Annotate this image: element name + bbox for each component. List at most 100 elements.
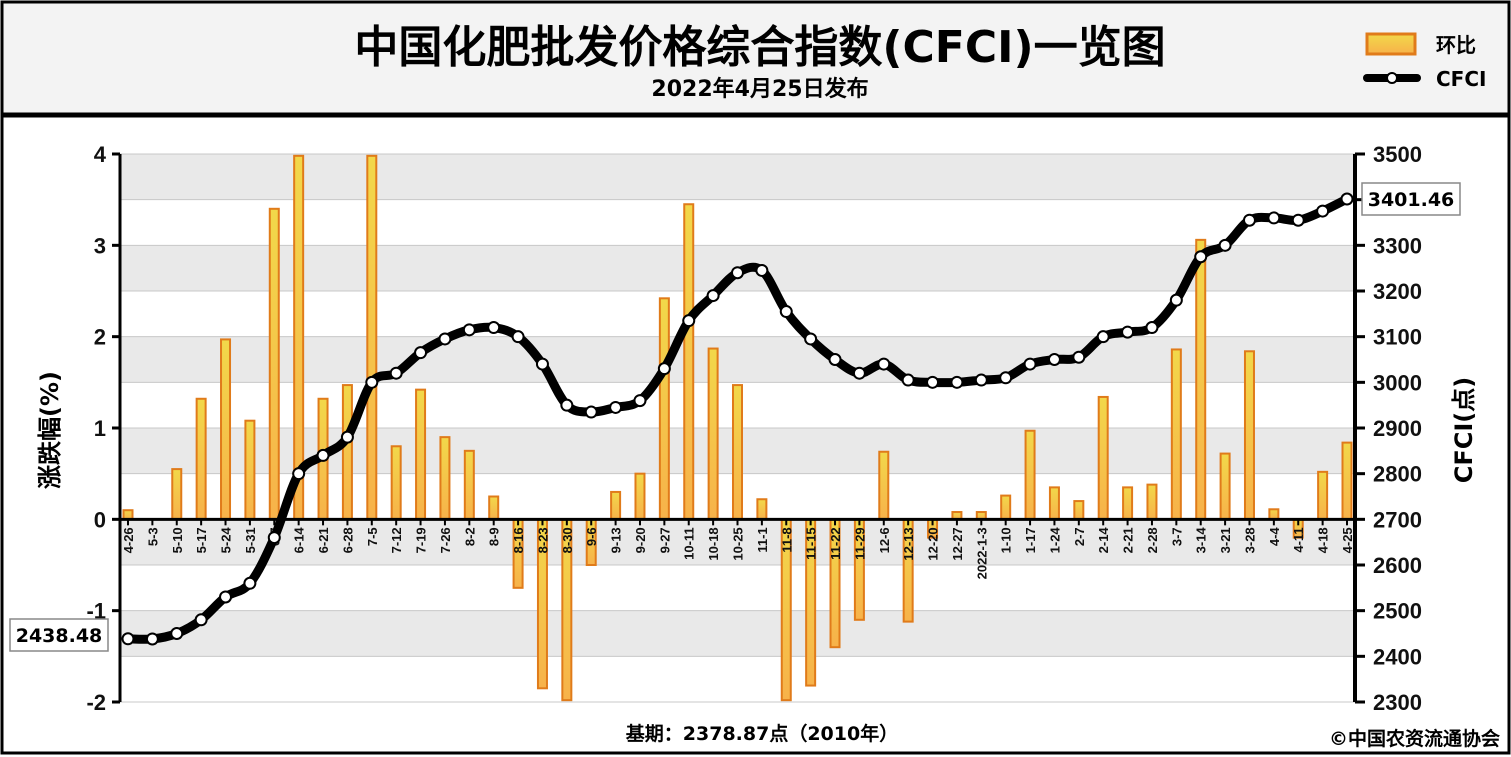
legend-line-label: CFCI	[1436, 67, 1486, 91]
cfci-point-2-21	[1121, 325, 1135, 339]
cfci-point-3-21	[1218, 238, 1232, 252]
legend-bar-label: 环比	[1436, 33, 1476, 57]
bar-3-14	[1195, 238, 1207, 521]
cfci-point-8-9	[487, 321, 501, 335]
bar-12-6	[878, 450, 890, 521]
grid-band	[120, 154, 1355, 200]
bar-4-18	[1317, 470, 1329, 521]
bar-2-21	[1122, 486, 1134, 521]
cfci-point-6-28	[340, 430, 354, 444]
bar-6-7	[268, 207, 280, 521]
cfci-point-6-21	[316, 448, 330, 462]
cfci-point-7-5	[365, 375, 379, 389]
y-left-tick-label: 0	[94, 507, 106, 532]
cfci-point-4-25	[1340, 192, 1354, 206]
y-right-tick-label: 2700	[1373, 507, 1422, 532]
cfci-point-3-7	[1169, 293, 1183, 307]
x-tick-label: 3-7	[1169, 527, 1184, 546]
y-axis-left-label: 涨跌幅(%)	[36, 371, 64, 489]
header-panel	[0, 0, 1511, 116]
bar-8-2	[463, 449, 475, 521]
bar-5-17	[195, 397, 207, 521]
y-right-tick-label: 2400	[1373, 644, 1422, 669]
y-right-tick-label: 2800	[1373, 462, 1422, 487]
bar-11-1	[756, 498, 768, 521]
x-tick-label: 6-28	[340, 527, 355, 553]
cfci-point-10-18	[706, 289, 720, 303]
cfci-point-12-20	[926, 375, 940, 389]
x-tick-label: 6-21	[316, 527, 331, 553]
bar-9-20	[634, 472, 646, 521]
x-tick-label: 2-28	[1145, 527, 1160, 553]
cfci-point-3-28	[1242, 213, 1256, 227]
x-tick-label: 1-10	[999, 527, 1014, 553]
cfci-point-7-12	[389, 366, 403, 380]
cfci-point-8-23	[535, 357, 549, 371]
end-value-callout: 3401.46	[1361, 182, 1461, 216]
x-tick-label: 6-14	[292, 527, 307, 554]
x-tick-label: 3-28	[1242, 527, 1257, 553]
bar-9-27	[658, 297, 670, 521]
x-tick-label: 9-27	[657, 527, 672, 553]
bar-3-7	[1170, 348, 1182, 521]
x-tick-label: 12-13	[901, 527, 916, 560]
x-tick-label: 7-19	[414, 527, 429, 553]
x-tick-label: 12-27	[950, 527, 965, 560]
x-tick-label: 10-25	[731, 527, 746, 560]
bar-4-4	[1268, 508, 1280, 521]
y-right-tick-label: 3000	[1373, 370, 1422, 395]
cfci-point-2-28	[1145, 321, 1159, 335]
x-tick-label: 5-10	[170, 527, 185, 553]
y-left-tick-label: 2	[94, 325, 106, 350]
x-tick-label: 2-21	[1121, 527, 1136, 553]
cfci-point-7-19	[414, 346, 428, 360]
x-tick-labels: 4-265-35-105-175-245-316-76-146-216-287-…	[121, 527, 1355, 580]
cfci-point-2-7	[1072, 350, 1086, 364]
cfci-point-10-25	[731, 266, 744, 280]
bar-8-9	[488, 495, 500, 521]
x-tick-label: 5-17	[194, 527, 209, 553]
cfci-point-11-29	[852, 366, 866, 380]
bar-4-25	[1341, 441, 1353, 521]
bar-2-7	[1073, 500, 1085, 521]
cfci-point-4-18	[1316, 204, 1330, 218]
bar-5-31	[244, 419, 256, 521]
grid-band	[120, 336, 1355, 383]
base-period-note: 基期：2378.87点（2010年）	[625, 722, 898, 745]
bar-1-24	[1048, 486, 1060, 521]
cfci-point-11-22	[828, 353, 842, 366]
cfci-point-6-14	[292, 467, 306, 481]
cfci-point-5-10	[170, 627, 184, 640]
cfci-point-1-10	[999, 371, 1013, 385]
bar-9-13	[610, 490, 622, 521]
x-tick-label: 8-16	[511, 527, 526, 553]
cfci-point-2-14	[1096, 330, 1110, 344]
cfci-point-11-8	[779, 305, 793, 319]
cfci-point-5-17	[194, 613, 208, 627]
cfci-point-1-17	[1023, 357, 1037, 371]
cfci-point-4-26	[121, 632, 135, 646]
legend-line-marker	[1386, 72, 1398, 84]
y-right-tick-label: 2600	[1373, 553, 1422, 578]
y-right-tick-label: 3500	[1373, 142, 1422, 167]
bar-6-28	[341, 384, 353, 521]
cfci-point-11-1	[755, 263, 769, 277]
bar-7-12	[390, 445, 402, 521]
x-tick-label: 8-30	[560, 527, 575, 553]
x-tick-label: 4-11	[1291, 527, 1306, 552]
x-tick-label: 9-20	[633, 527, 648, 553]
y-left-tick-label: -2	[86, 690, 106, 715]
bar-5-24	[220, 338, 232, 521]
cfci-point-5-31	[243, 576, 257, 590]
cfci-point-10-11	[682, 314, 696, 328]
y-right-tick-label: 3100	[1373, 325, 1422, 350]
start-value-callout: 2438.48	[9, 618, 109, 652]
x-tick-label: 5-24	[219, 527, 234, 554]
y-right-tick-label: 2900	[1373, 416, 1422, 441]
copyright-note: ©中国农资流通协会	[1329, 727, 1500, 750]
x-tick-label: 7-26	[438, 527, 453, 553]
start-value-label: 2438.48	[16, 625, 103, 647]
x-tick-label: 4-18	[1316, 527, 1331, 553]
x-tick-label: 2-7	[1072, 527, 1087, 546]
y-left-tick-label: -1	[86, 599, 106, 624]
